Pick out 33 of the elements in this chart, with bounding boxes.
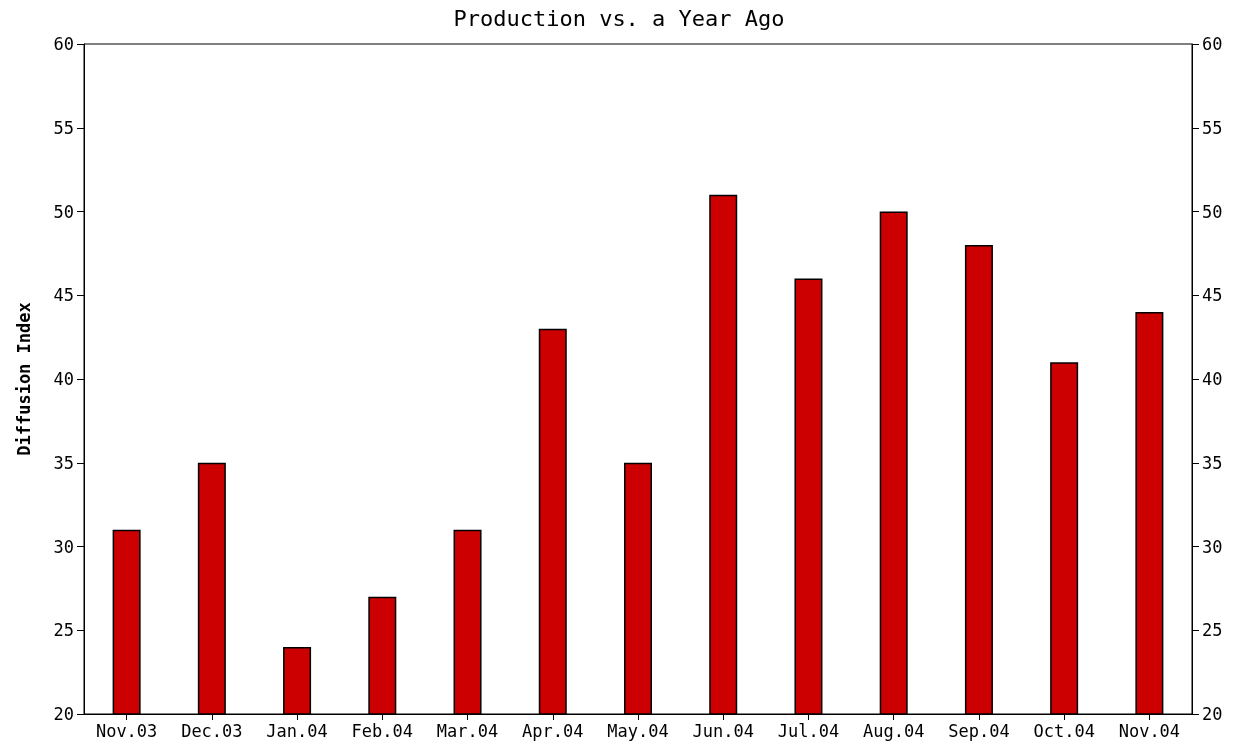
y2-tick-label: 30 <box>1202 536 1223 557</box>
x-tick-label: Oct.04 <box>1033 720 1095 741</box>
x-tick-label: Mar.04 <box>436 720 499 741</box>
y-tick-label: 50 <box>53 201 74 222</box>
x-tick-label: Jun.04 <box>692 720 754 741</box>
y2-tick-label: 35 <box>1202 452 1223 473</box>
x-tick-label: Jul.04 <box>777 720 840 741</box>
y-tick-label: 35 <box>53 452 74 473</box>
x-tick-label: May.04 <box>607 720 669 741</box>
y2-tick-label: 60 <box>1202 34 1223 54</box>
x-tick-label: Sep.04 <box>948 720 1010 741</box>
y-tick-label: 25 <box>53 620 74 641</box>
y2-tick-label: 20 <box>1202 704 1223 724</box>
x-tick-label: Apr.04 <box>522 720 584 741</box>
chart-title: Production vs. a Year Ago <box>453 5 785 31</box>
y-tick-label: 40 <box>53 369 74 389</box>
x-tick-label: Dec.03 <box>181 720 243 741</box>
y-tick-label: 55 <box>53 117 74 138</box>
x-tick-label: Jan.04 <box>266 720 328 741</box>
y2-tick-label: 25 <box>1202 620 1223 641</box>
x-tick-label: Nov.04 <box>1118 720 1181 741</box>
y2-tick-label: 40 <box>1202 369 1223 389</box>
y-tick-label: 30 <box>53 536 74 557</box>
x-tick-label: Nov.03 <box>95 720 158 741</box>
y-tick-label: 20 <box>53 704 74 724</box>
y2-tick-label: 55 <box>1202 117 1223 138</box>
x-tick-label: Aug.04 <box>862 720 925 741</box>
y-tick-label: 45 <box>53 285 74 306</box>
y2-tick-label: 50 <box>1202 201 1223 222</box>
y2-tick-label: 45 <box>1202 285 1223 306</box>
x-tick-label: Feb.04 <box>351 720 414 741</box>
y-tick-label: 60 <box>53 34 74 54</box>
y-axis-title: Diffusion Index <box>13 302 34 456</box>
